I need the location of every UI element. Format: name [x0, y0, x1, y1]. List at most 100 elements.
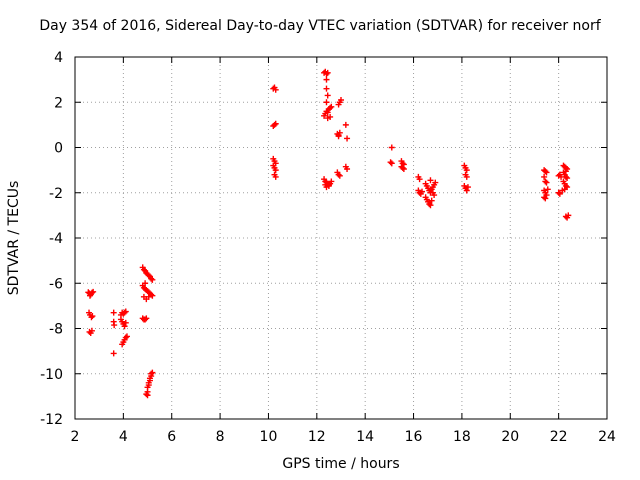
data-point	[142, 280, 149, 287]
data-point	[541, 194, 548, 201]
x-axis-label: GPS time / hours	[282, 456, 400, 472]
chart-title: Day 354 of 2016, Sidereal Day-to-day VTE…	[39, 18, 601, 34]
grid-layer	[75, 57, 607, 419]
data-point	[463, 187, 470, 194]
data-point	[327, 113, 334, 120]
data-point	[388, 160, 395, 167]
data-point	[559, 187, 566, 194]
x-tick-label: 18	[453, 429, 471, 445]
data-point	[542, 178, 549, 185]
data-point	[463, 167, 470, 174]
data-point	[145, 272, 152, 279]
data-point	[463, 173, 470, 180]
x-tick-label: 12	[308, 429, 326, 445]
x-tick-label: 24	[598, 429, 616, 445]
data-point	[121, 323, 128, 330]
data-point	[272, 120, 279, 127]
data-point	[328, 178, 335, 185]
data-point	[149, 276, 156, 283]
data-point	[562, 168, 569, 175]
data-point	[88, 327, 95, 334]
data-point	[565, 212, 572, 219]
data-point	[432, 179, 439, 186]
data-point	[148, 275, 155, 282]
data-point	[89, 313, 96, 320]
data-point	[272, 173, 279, 180]
data-point	[416, 176, 423, 183]
data-point	[145, 293, 152, 300]
data-point	[427, 202, 434, 209]
data-point	[344, 135, 351, 142]
data-point	[328, 103, 335, 110]
data-point	[110, 309, 117, 316]
y-tick-label: -2	[49, 186, 63, 202]
data-point	[121, 309, 128, 316]
data-point	[142, 316, 149, 323]
y-tick-label: 2	[54, 95, 63, 111]
data-point	[542, 168, 549, 175]
data-point	[562, 182, 569, 189]
data-point	[140, 266, 147, 273]
data-point	[122, 319, 129, 326]
x-tick-label: 22	[550, 429, 568, 445]
data-point	[335, 171, 342, 178]
data-point	[324, 109, 331, 116]
data-point	[324, 69, 331, 76]
y-tick-label: 0	[54, 141, 63, 157]
data-point	[335, 133, 342, 140]
data-point	[400, 165, 407, 172]
y-tick-label: -6	[49, 276, 63, 292]
data-point	[555, 189, 562, 196]
y-tick-label: -10	[40, 367, 63, 383]
data-point	[323, 70, 330, 77]
data-point	[556, 190, 563, 197]
x-tick-label: 4	[119, 429, 128, 445]
data-point	[419, 188, 426, 195]
data-point	[88, 314, 95, 321]
data-point	[464, 184, 471, 191]
y-axis-label: SDTVAR / TECUs	[6, 180, 22, 296]
data-point	[543, 179, 550, 186]
data-point	[149, 292, 156, 299]
y-tick-label: -12	[40, 412, 63, 428]
data-point	[428, 197, 435, 204]
data-point	[427, 177, 434, 184]
plot-border	[74, 56, 608, 420]
x-tick-label: 14	[356, 429, 374, 445]
data-point	[342, 121, 349, 128]
data-point	[271, 121, 278, 128]
data-point	[324, 92, 331, 99]
data-point	[143, 315, 150, 322]
data-point	[541, 173, 548, 180]
data-point	[148, 370, 155, 377]
data-point	[562, 173, 569, 180]
data-point	[323, 85, 330, 92]
data-points	[85, 68, 572, 399]
x-tick-label: 8	[216, 429, 225, 445]
data-point	[336, 129, 343, 136]
data-point	[122, 334, 129, 341]
data-point	[123, 333, 130, 340]
data-point	[429, 189, 436, 196]
x-tick-label: 2	[71, 429, 80, 445]
data-point	[111, 322, 118, 329]
y-tick-label: 4	[54, 50, 63, 66]
y-tick-label: -8	[49, 322, 63, 338]
data-point	[110, 350, 117, 357]
y-tick-label: -4	[49, 231, 63, 247]
data-point	[90, 288, 97, 295]
data-point	[323, 76, 330, 83]
data-point	[544, 186, 551, 193]
data-point	[426, 201, 433, 208]
data-point	[325, 182, 332, 189]
data-point	[564, 175, 571, 182]
data-point	[542, 195, 549, 202]
data-point	[399, 164, 406, 171]
data-point	[543, 169, 550, 176]
x-tick-label: 6	[167, 429, 176, 445]
data-point	[338, 96, 344, 103]
data-point	[322, 181, 329, 188]
data-point	[388, 144, 395, 151]
data-point	[144, 392, 151, 399]
